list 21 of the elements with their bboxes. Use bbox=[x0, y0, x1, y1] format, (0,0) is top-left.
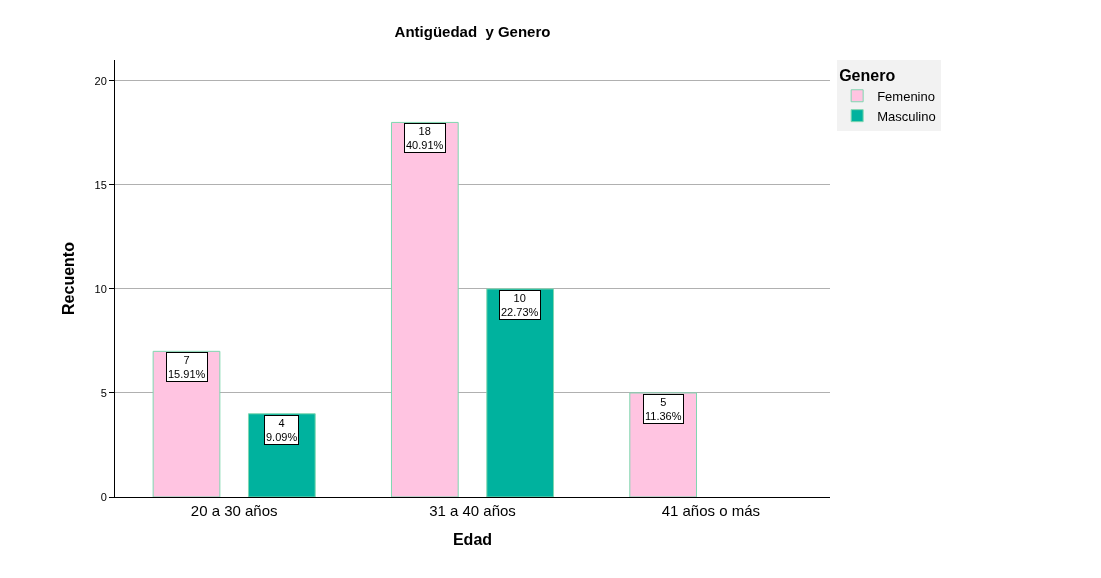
legend-label: Masculino bbox=[877, 108, 936, 124]
chart-title: Antigüedad y Genero bbox=[394, 23, 551, 41]
x-tick-label: 31 a 40 años bbox=[429, 502, 516, 519]
y-tick-label: 10 bbox=[94, 282, 107, 295]
bar bbox=[486, 288, 555, 497]
data-label: 10 22.73% bbox=[501, 292, 539, 319]
y-tick-label: 15 bbox=[94, 178, 107, 191]
data-label: 4 9.09% bbox=[266, 417, 298, 444]
x-axis-title: Edad bbox=[452, 530, 493, 548]
y-axis-title: Recuento bbox=[60, 241, 78, 315]
y-tick-label: 5 bbox=[100, 386, 107, 399]
data-label: 18 40.91% bbox=[406, 125, 444, 152]
data-label: 7 15.91% bbox=[168, 354, 206, 381]
legend-title: Genero bbox=[839, 66, 896, 84]
x-tick-label: 41 años o más bbox=[661, 502, 761, 519]
data-label: 5 11.36% bbox=[645, 396, 682, 423]
y-tick-label: 20 bbox=[94, 74, 107, 87]
x-tick-label: 20 a 30 años bbox=[190, 502, 278, 519]
y-tick-label: 0 bbox=[100, 490, 107, 503]
legend-label: Femenino bbox=[877, 88, 935, 104]
bar bbox=[390, 121, 459, 497]
